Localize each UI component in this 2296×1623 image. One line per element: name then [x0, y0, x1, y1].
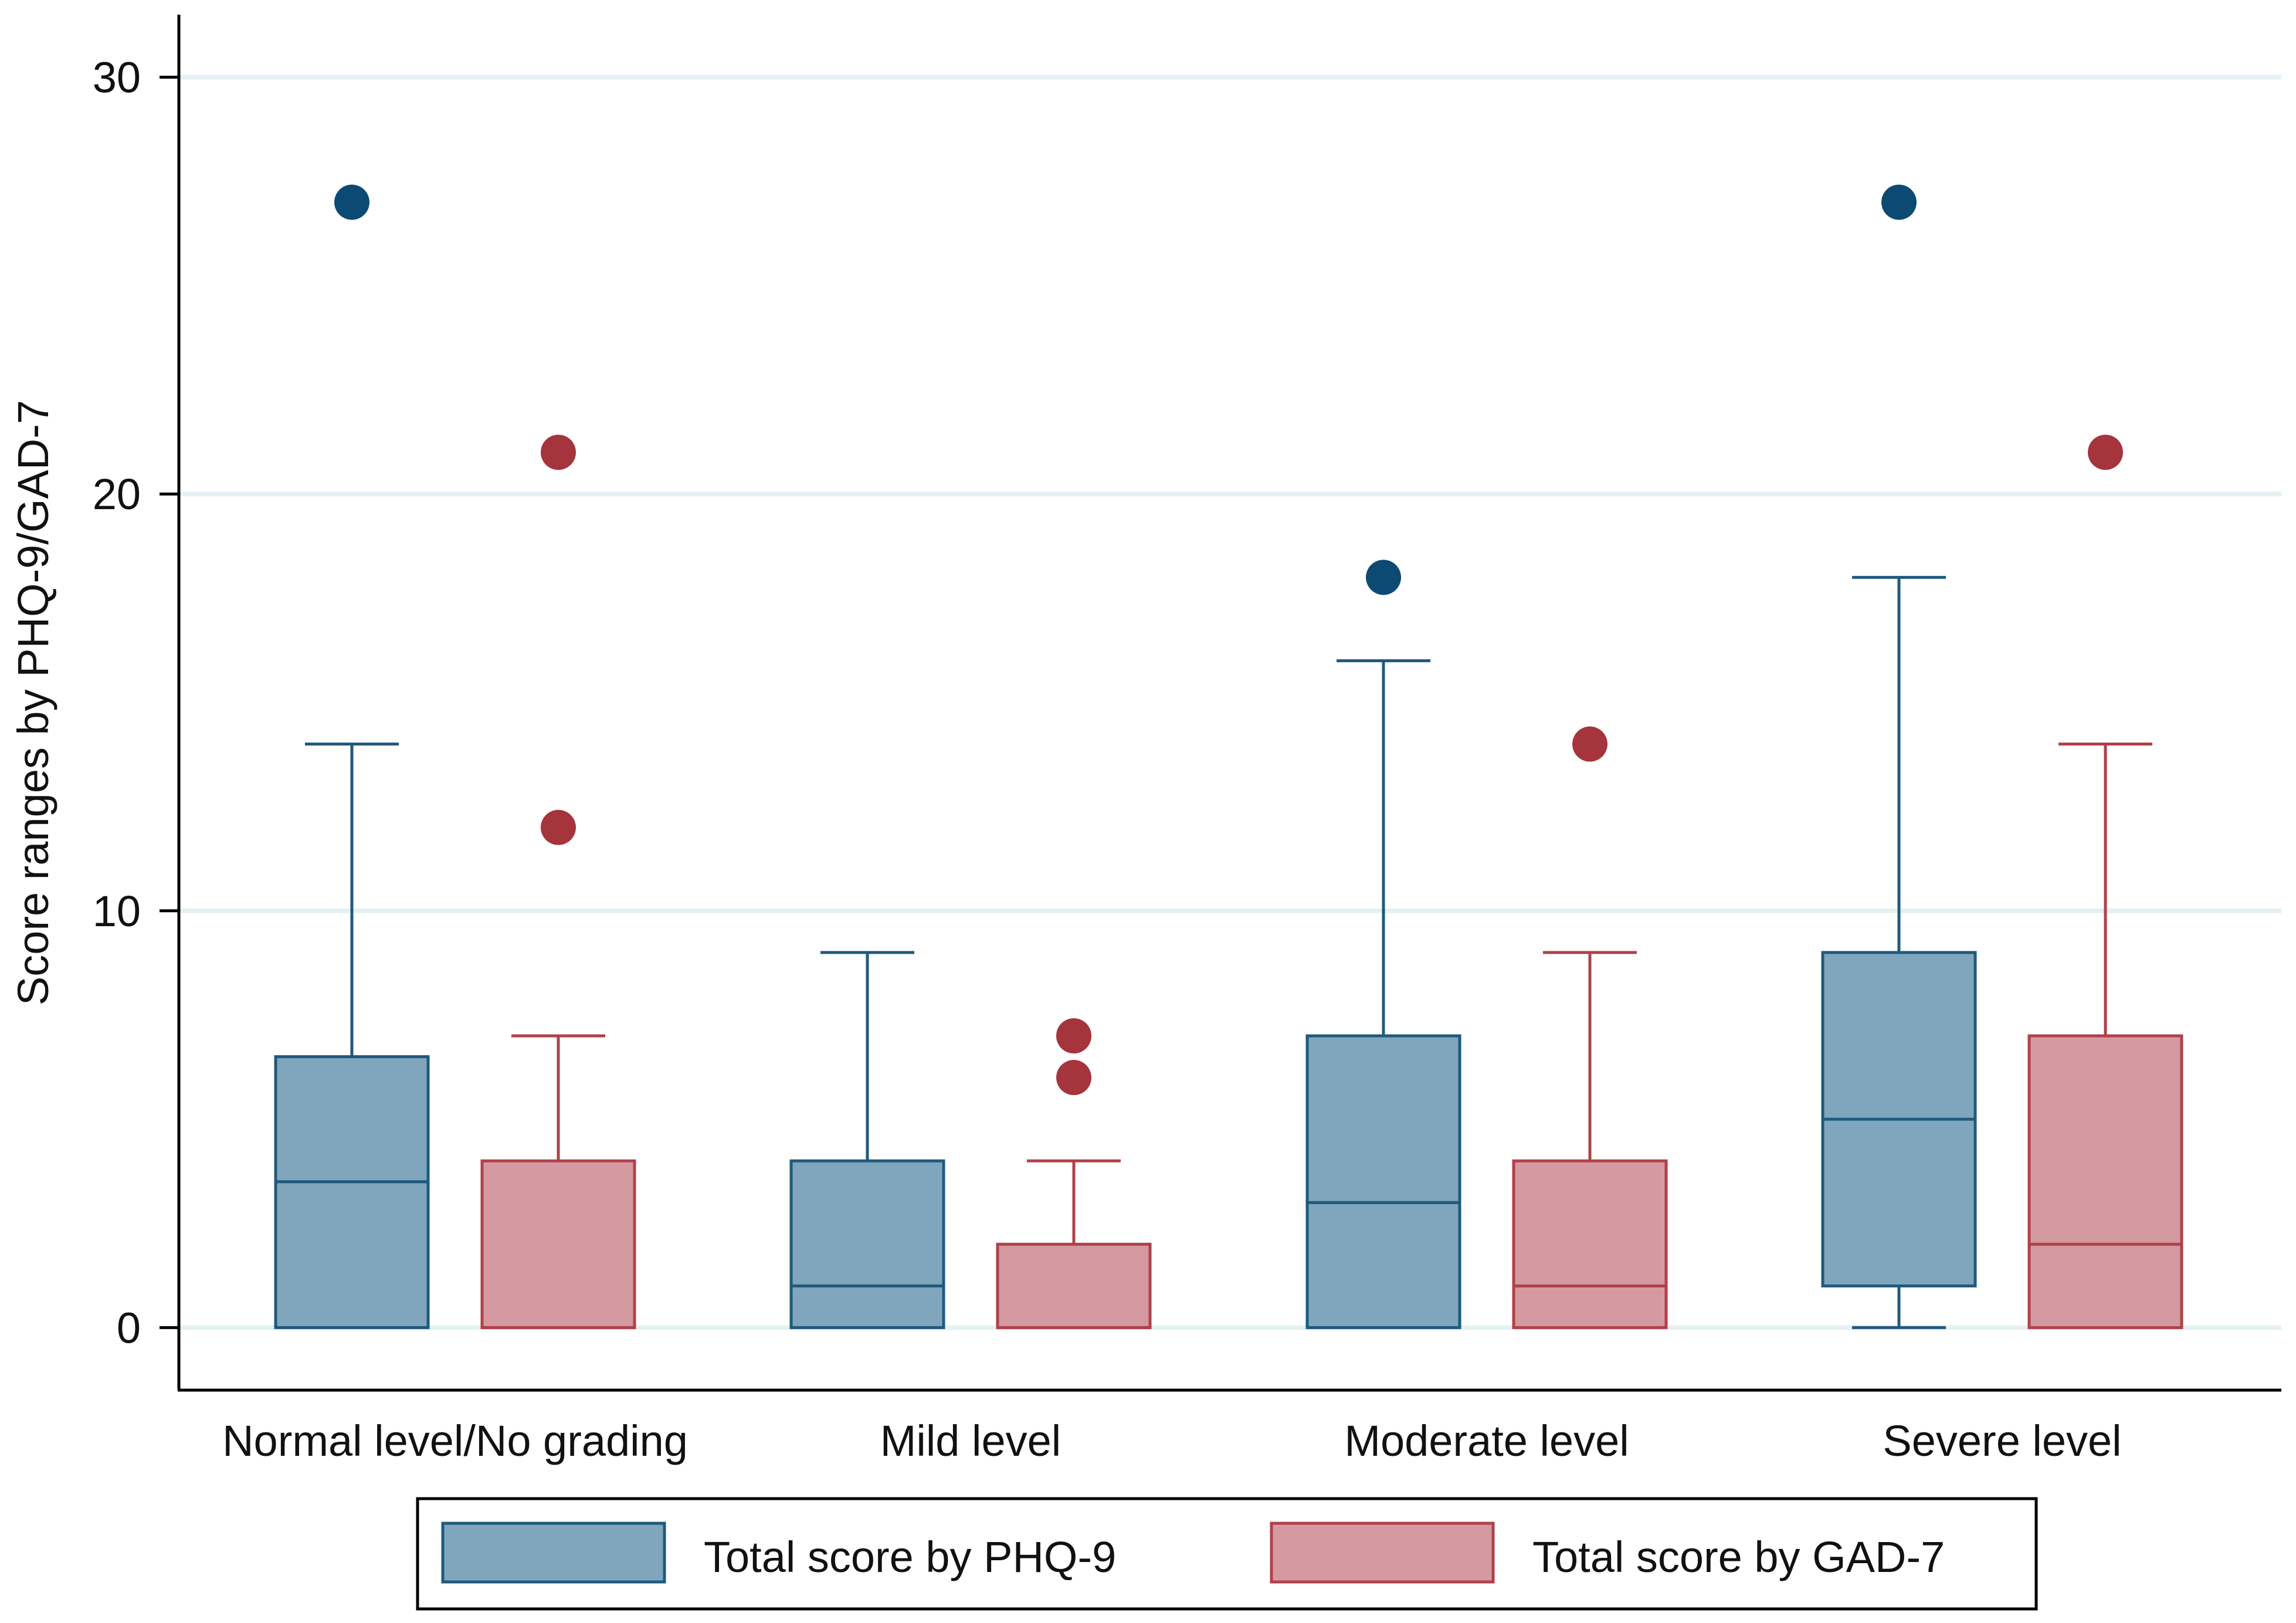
box-1-0	[480, 435, 636, 1329]
legend-swatch-phq9	[441, 1522, 666, 1584]
legend: Total score by PHQ-9 Total score by GAD-…	[416, 1497, 2038, 1611]
y-tick-label-10: 10	[93, 887, 141, 936]
x-category-label-2: Moderate level	[1344, 1417, 1629, 1465]
box-1-1	[996, 1018, 1152, 1329]
iqr-box	[480, 1159, 636, 1329]
box-0-2	[1305, 560, 1461, 1329]
outlier-point	[541, 435, 576, 470]
iqr-box	[996, 1242, 1152, 1329]
outlier-point	[334, 184, 369, 220]
x-category-label-3: Severe level	[1883, 1417, 2121, 1465]
y-tick-label-0: 0	[117, 1303, 141, 1352]
box-0-0	[274, 184, 430, 1329]
box-0-3	[1821, 184, 1977, 1329]
y-ticks: 0 10 20 30	[93, 53, 179, 1352]
iqr-box	[274, 1055, 430, 1329]
outlier-point	[541, 809, 576, 845]
y-axis-title: Score ranges by PHQ-9/GAD-7	[9, 400, 57, 1005]
box-1-2	[1512, 726, 1668, 1329]
outlier-point	[1056, 1018, 1091, 1053]
outlier-point	[1881, 184, 1917, 220]
y-tick-label-30: 30	[93, 53, 141, 102]
box-0-1	[789, 951, 945, 1329]
outlier-point	[1056, 1060, 1091, 1096]
x-category-label-1: Mild level	[880, 1417, 1061, 1465]
outlier-point	[1572, 726, 1607, 762]
axes	[177, 15, 2281, 1392]
legend-label-phq9: Total score by PHQ-9	[704, 1533, 1116, 1581]
outlier-point	[2088, 435, 2123, 470]
iqr-box	[2027, 1034, 2183, 1329]
y-tick-label-20: 20	[93, 470, 141, 519]
legend-swatch-gad7	[1270, 1522, 1495, 1584]
box-1-3	[2027, 435, 2183, 1329]
legend-label-gad7: Total score by GAD-7	[1532, 1533, 1945, 1581]
x-category-labels: Normal level/No grading Mild level Moderat…	[222, 1417, 2122, 1465]
legend-frame	[416, 1497, 2038, 1611]
x-category-label-0: Normal level/No grading	[222, 1417, 688, 1465]
iqr-box	[1305, 1034, 1461, 1329]
iqr-box	[1512, 1159, 1668, 1329]
iqr-box	[789, 1159, 945, 1329]
outlier-point	[1366, 560, 1401, 595]
box-plots	[274, 184, 2183, 1329]
